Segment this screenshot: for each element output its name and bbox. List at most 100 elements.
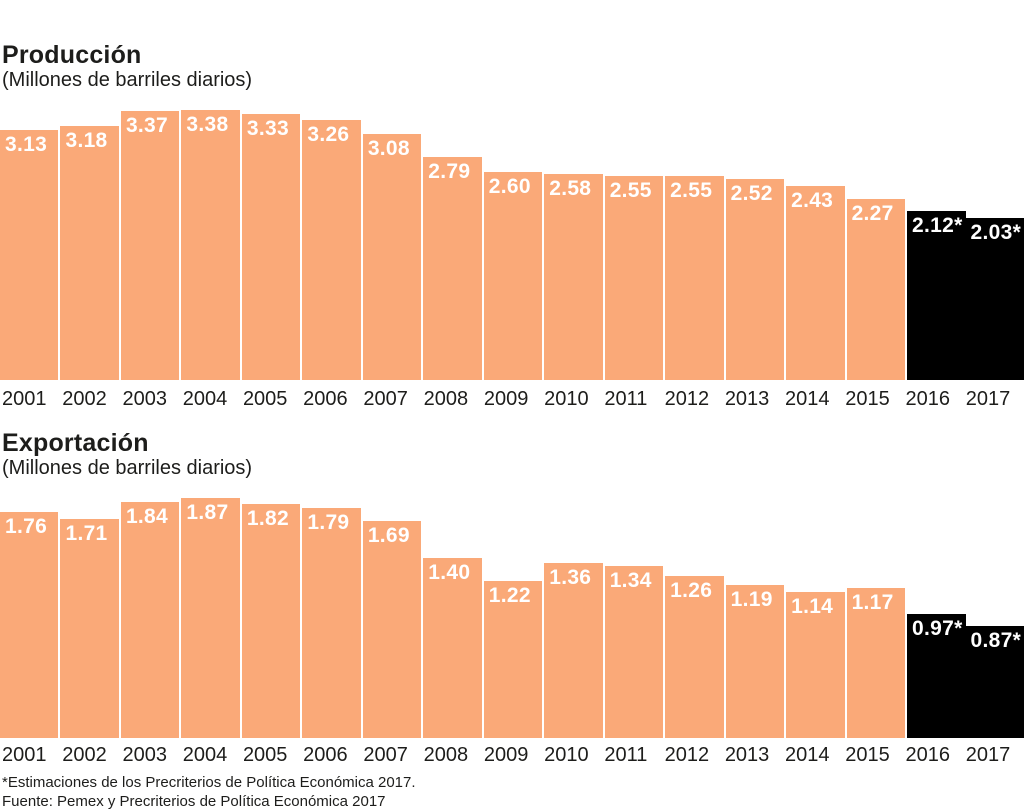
year-label-2004: 2004 [182,388,228,410]
bar-value-label: 3.13 [5,133,48,156]
year-label-2013: 2013 [724,744,770,766]
production-chart-title: Producción [2,41,142,69]
year-label-2015: 2015 [845,388,890,410]
bar-value-label: 1.76 [5,515,48,538]
bar-2017: 2.03* [965,218,1024,380]
bar-2003: 1.84 [120,502,182,738]
bar-value-label: 1.71 [65,522,108,545]
bar-value-label: 3.18 [65,129,108,152]
bar-2015: 2.27 [846,199,908,380]
year-label-2013: 2013 [724,388,770,410]
bar-2014: 2.43 [786,186,847,380]
bar-value-label: 1.40 [428,561,471,584]
bar-2016: 2.12* [907,211,966,380]
bar-2002: 3.18 [60,126,121,380]
year-label-2017: 2017 [965,744,1011,766]
bar-value-label: 1.36 [549,566,592,589]
bar-2001: 3.13 [0,130,61,380]
bar-2005: 1.82 [241,504,303,738]
bar-value-label: 1.69 [367,524,410,547]
bar-value-label: 3.33 [246,117,289,140]
year-label-2014: 2014 [785,744,830,766]
bar-2013: 2.52 [725,179,787,380]
year-label-2007: 2007 [363,744,408,766]
bar-2015: 1.17 [846,588,908,738]
bar-value-label: 1.84 [125,505,169,528]
bar-2010: 2.58 [544,174,605,380]
year-label-2001: 2001 [2,388,47,410]
year-label-2016: 2016 [905,744,951,766]
bar-2002: 1.71 [60,519,121,738]
bar-value-label: 1.26 [670,579,713,602]
bar-value-label: 1.19 [730,588,773,611]
year-label-2011: 2011 [604,388,648,410]
bar-2001: 1.76 [0,512,61,738]
bar-2008: 1.40 [423,558,484,738]
year-label-2004: 2004 [182,744,228,766]
export-bar-chart: 1.76 1.71 1.84 1.87 1.82 1.79 1.69 1.40 1.22 1.36… [0,498,1024,738]
year-label-2008: 2008 [423,388,469,410]
bar-value-label: 1.17 [851,591,894,614]
year-label-2010: 2010 [544,744,589,766]
year-label-2007: 2007 [363,388,408,410]
bar-value-label: 2.58 [549,177,592,200]
year-label-2017: 2017 [965,388,1011,410]
bar-2006: 3.26 [302,120,363,380]
bar-value-label: 3.26 [307,123,350,146]
year-label-2005: 2005 [242,744,288,766]
estimation-footnote: *Estimaciones de los Precriterios de Pol… [2,774,416,791]
bar-value-label: 2.03* [970,221,1022,244]
bar-2004: 1.87 [181,498,242,738]
year-label-2016: 2016 [905,388,951,410]
bar-value-label: 3.08 [367,137,410,160]
year-label-2008: 2008 [423,744,469,766]
year-label-2009: 2009 [483,388,529,410]
bar-2011: 2.55 [604,176,666,380]
bar-value-label: 1.79 [307,511,350,534]
bar-value-label: 2.52 [730,182,773,205]
bar-value-label: 0.97* [912,617,963,640]
bar-2007: 3.08 [362,134,424,380]
bar-value-label: 2.12* [912,214,963,237]
export-chart-title: Exportación [2,429,149,457]
year-label-2003: 2003 [122,388,167,410]
bar-value-label: 0.87* [970,629,1022,652]
bar-value-label: 3.38 [186,113,229,136]
year-label-2006: 2006 [303,744,348,766]
bar-2009: 1.22 [483,581,545,738]
bar-value-label: 2.27 [851,202,894,225]
source-footnote: Fuente: Pemex y Precriterios de Política… [2,793,386,810]
year-label-2002: 2002 [62,388,107,410]
footnotes: *Estimaciones de los Precriterios de Pol… [2,773,416,811]
bar-2012: 1.26 [665,576,726,738]
bar-value-label: 1.22 [488,584,531,607]
bar-2008: 2.79 [423,157,484,380]
bar-value-label: 2.60 [488,175,531,198]
bar-value-label: 1.82 [246,507,289,530]
bar-value-label: 1.34 [609,569,652,592]
bar-2009: 2.60 [483,172,545,380]
bar-2010: 1.36 [544,563,605,738]
bar-value-label: 1.14 [791,595,834,618]
bar-2004: 3.38 [181,110,242,380]
export-chart-header: Exportación (Millones de barriles diario… [2,430,252,480]
year-label-2015: 2015 [845,744,890,766]
bar-2003: 3.37 [120,111,182,380]
year-label-2012: 2012 [664,388,710,410]
bar-2011: 1.34 [604,566,666,738]
year-label-2011: 2011 [604,744,648,766]
bar-value-label: 2.43 [791,189,834,212]
bar-2006: 1.79 [302,508,363,738]
bar-value-label: 1.87 [186,501,229,524]
production-bar-chart: 3.13 3.18 3.37 3.38 3.33 3.26 3.08 2.79 2.60 2.58… [0,110,1024,380]
bar-value-label: 2.79 [428,160,471,183]
year-label-2010: 2010 [544,388,589,410]
year-label-2005: 2005 [242,388,288,410]
bar-value-label: 2.55 [609,179,652,202]
bar-2005: 3.33 [241,114,303,380]
year-label-2006: 2006 [303,388,348,410]
production-chart-header: Producción (Millones de barriles diarios… [2,42,252,92]
bar-2013: 1.19 [725,585,787,738]
year-label-2001: 2001 [2,744,47,766]
